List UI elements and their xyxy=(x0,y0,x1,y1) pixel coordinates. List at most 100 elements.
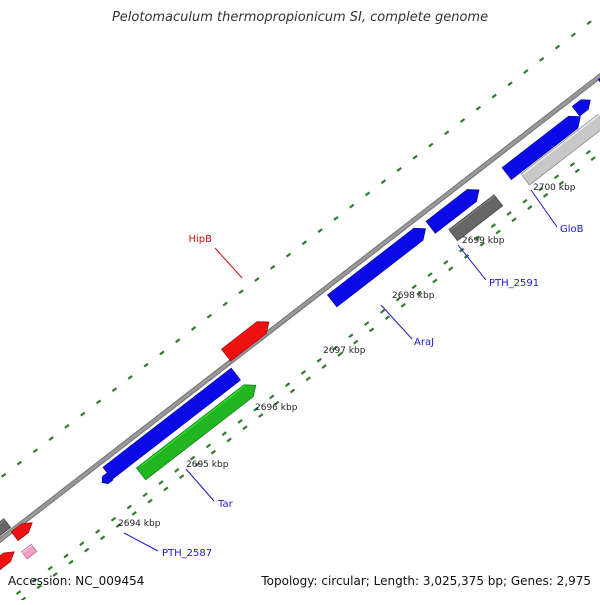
inner-tick-mark xyxy=(337,351,343,357)
inner-tick-mark xyxy=(221,431,227,437)
outer-tick-mark xyxy=(238,289,244,295)
inner-tick-mark xyxy=(479,241,486,247)
gene-pth-2587 xyxy=(135,384,257,481)
gene-label-leader xyxy=(530,189,558,228)
inner-tick-mark xyxy=(321,364,327,369)
inner-tick-mark xyxy=(527,205,533,210)
gene-label: HipB xyxy=(188,234,212,245)
inner-tick-mark xyxy=(590,156,596,162)
gene-label: PTH_2587 xyxy=(162,548,212,559)
gene-label-leader xyxy=(185,468,215,502)
inner-tick-mark xyxy=(110,516,117,522)
map-title: Pelotomaculum thermopropionicum SI, comp… xyxy=(111,10,489,25)
inner-tick-mark xyxy=(305,376,311,382)
outer-tick-mark xyxy=(48,436,54,441)
inner-tick-mark xyxy=(384,315,391,321)
inner-tick-mark xyxy=(443,259,449,265)
inner-tick-mark xyxy=(316,357,322,363)
outer-tick-mark xyxy=(190,326,197,331)
gene-red xyxy=(0,551,15,571)
gene-label-leader xyxy=(214,247,243,279)
gene-red-highlight xyxy=(0,553,5,559)
kbp-label: 2697 kbp xyxy=(323,346,366,356)
gene-blue-small-2-highlight xyxy=(575,100,583,106)
inner-tick-mark xyxy=(569,162,576,167)
inner-tick-mark xyxy=(289,388,296,394)
outer-tick-mark xyxy=(222,301,228,307)
inner-tick-mark xyxy=(506,211,512,216)
inner-tick-mark xyxy=(242,425,248,431)
inner-tick-mark xyxy=(142,492,148,498)
inner-tick-mark xyxy=(538,186,544,192)
gene-gray-2699-highlight xyxy=(449,195,496,232)
outer-tick-mark xyxy=(364,191,371,197)
inner-tick-mark xyxy=(432,278,438,284)
outer-tick-mark xyxy=(428,142,434,148)
inner-tick-mark xyxy=(353,339,359,345)
inner-tick-mark xyxy=(47,565,53,571)
inner-tick-mark xyxy=(585,149,591,155)
inner-tick-mark xyxy=(273,400,280,406)
outer-tick-mark xyxy=(127,374,133,380)
inner-tick-mark xyxy=(84,547,90,553)
outer-tick-mark xyxy=(301,240,307,246)
inner-tick-mark xyxy=(379,308,386,314)
inner-tick-mark xyxy=(99,535,106,541)
gene-tar-highlight xyxy=(103,368,233,469)
outer-tick-mark xyxy=(16,460,23,466)
inner-tick-mark xyxy=(131,510,137,516)
gene-blue-2700 xyxy=(501,115,581,181)
outer-tick-mark xyxy=(539,56,545,62)
inner-tick-mark xyxy=(163,486,169,492)
inner-tick-mark xyxy=(158,480,164,485)
kbp-label: 2698 kbp xyxy=(392,291,435,301)
inner-tick-mark xyxy=(411,284,417,290)
gene-hipb-highlight xyxy=(225,322,259,348)
inner-tick-mark xyxy=(63,553,69,559)
gene-globb xyxy=(520,114,600,186)
outer-tick-mark xyxy=(412,154,418,160)
inner-tick-mark xyxy=(194,462,201,467)
outer-tick-mark xyxy=(333,215,339,221)
inner-tick-mark xyxy=(52,572,58,577)
gene-araj-highlight xyxy=(331,228,415,294)
outer-tick-mark xyxy=(444,130,450,136)
inner-tick-mark xyxy=(543,192,549,198)
inner-tick-mark xyxy=(179,474,185,480)
inner-tick-mark xyxy=(368,327,375,333)
gene-gray-2699 xyxy=(448,194,504,242)
inner-tick-mark xyxy=(189,455,196,461)
inner-tick-mark xyxy=(395,296,401,302)
outer-tick-mark xyxy=(586,20,592,26)
gene-blue-2700-highlight xyxy=(506,116,570,167)
inner-tick-mark xyxy=(226,437,232,443)
outer-tick-mark xyxy=(570,32,576,38)
kbp-label: 2696 kbp xyxy=(255,403,298,413)
inner-tick-mark xyxy=(253,406,259,412)
kbp-label: 2699 kbp xyxy=(462,236,505,246)
inner-tick-mark xyxy=(400,302,406,308)
genome-summary: Topology: circular; Length: 3,025,375 bp… xyxy=(261,574,591,588)
inner-tick-mark xyxy=(416,290,422,296)
outer-tick-mark xyxy=(491,93,497,99)
inner-tick-mark xyxy=(147,498,153,504)
gene-araj xyxy=(327,227,427,308)
outer-tick-mark xyxy=(475,105,482,111)
inner-tick-mark xyxy=(95,529,101,534)
inner-tick-mark xyxy=(553,174,560,180)
inner-tick-mark xyxy=(332,345,338,351)
outer-tick-mark xyxy=(206,313,213,319)
gene-globb-highlight xyxy=(521,115,599,176)
gene-label: Tar xyxy=(217,499,234,510)
inner-tick-mark xyxy=(258,413,264,418)
outer-tick-mark xyxy=(80,411,86,417)
genome-backbone-highlight xyxy=(0,74,600,542)
gene-hipb xyxy=(220,321,270,362)
inner-tick-mark xyxy=(68,559,74,565)
gene-label-leader xyxy=(457,244,487,281)
outer-tick-mark xyxy=(507,81,513,87)
inner-tick-mark xyxy=(174,467,180,473)
outer-tick-mark xyxy=(32,448,38,454)
